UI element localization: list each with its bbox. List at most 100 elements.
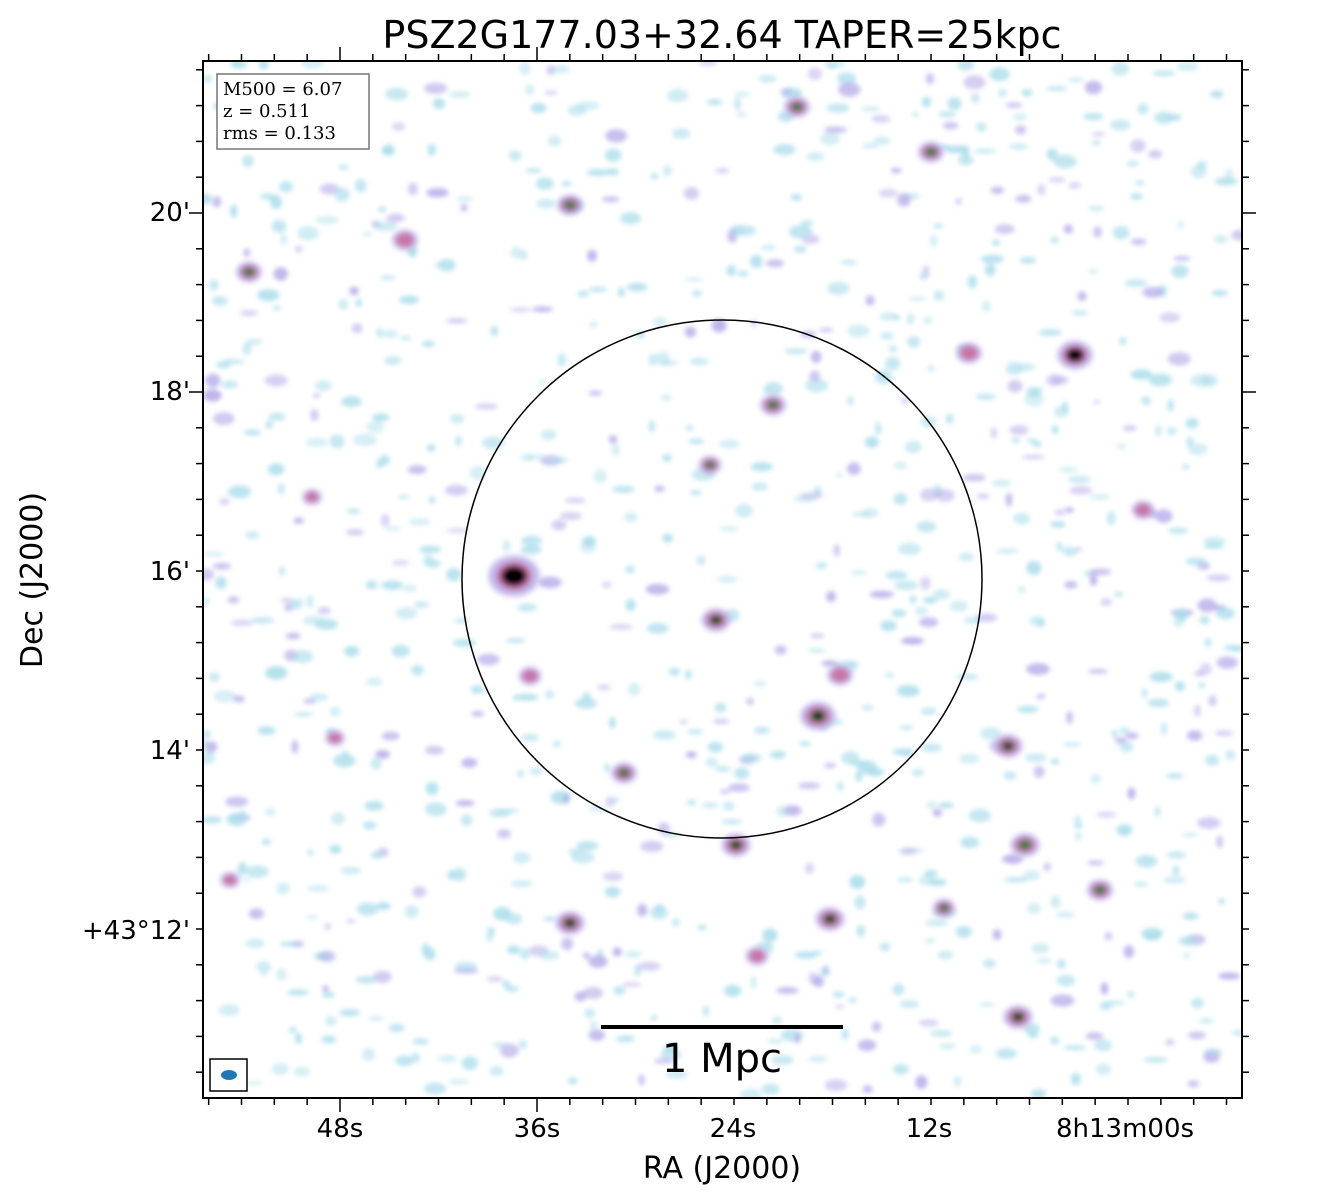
noise-blob: [626, 282, 648, 292]
noise-blob: [1198, 1018, 1214, 1024]
noise-blob: [714, 702, 727, 713]
noise-blob: [1050, 1036, 1060, 1045]
noise-blob: [1194, 671, 1206, 676]
noise-blob: [760, 244, 777, 251]
noise-blob: [892, 1064, 909, 1075]
noise-blob: [615, 1035, 636, 1043]
noise-blob: [716, 575, 738, 584]
noise-blob: [919, 488, 938, 502]
noise-blob: [307, 849, 314, 856]
noise-blob: [827, 281, 850, 295]
noise-blob: [604, 886, 621, 898]
noise-blob: [906, 313, 915, 325]
noise-blob: [1017, 585, 1026, 594]
noise-blob: [1096, 811, 1117, 818]
noise-blob: [353, 433, 378, 446]
noise-blob: [838, 82, 861, 97]
noise-blob: [1148, 373, 1173, 387]
noise-blob: [559, 512, 583, 521]
noise-blob: [412, 886, 427, 898]
noise-blob: [711, 318, 727, 333]
noise-blob: [525, 168, 542, 173]
noise-blob: [890, 167, 902, 174]
noise-blob: [424, 745, 445, 755]
noise-blob: [654, 485, 665, 493]
noise-blob: [294, 245, 303, 253]
noise-blob: [330, 706, 341, 717]
noise-blob: [257, 289, 280, 302]
noise-blob: [1083, 113, 1104, 121]
noise-blob: [836, 472, 843, 478]
noise-blob: [753, 726, 771, 735]
noise-blob: [919, 617, 939, 628]
noise-blob: [790, 193, 803, 201]
noise-blob: [391, 122, 406, 131]
noise-blob: [1218, 898, 1225, 905]
noise-blob: [324, 923, 332, 930]
noise-blob: [1182, 832, 1198, 838]
noise-blob: [507, 945, 520, 955]
noise-blob: [1024, 753, 1047, 763]
noise-blob: [1068, 182, 1082, 189]
noise-blob: [608, 717, 616, 729]
noise-blob: [746, 697, 754, 706]
scale-bar-label: 1 Mpc: [662, 1036, 782, 1082]
noise-blob: [892, 748, 904, 756]
noise-blob: [593, 469, 607, 483]
radio-source: [328, 732, 342, 744]
noise-blob: [1063, 1045, 1087, 1050]
noise-blob: [242, 155, 254, 167]
noise-blob: [530, 103, 547, 113]
noise-blob: [340, 866, 362, 875]
noise-blob: [376, 327, 383, 339]
noise-blob: [426, 444, 436, 452]
noise-blob: [1074, 823, 1083, 829]
radio-source: [767, 400, 779, 410]
x-axis-label: RA (J2000): [643, 1151, 801, 1186]
noise-blob: [362, 821, 377, 830]
noise-blob: [588, 287, 608, 292]
noise-blob: [226, 812, 247, 827]
noise-blob: [608, 435, 618, 444]
noise-blob: [958, 552, 974, 562]
noise-blob: [840, 259, 858, 265]
radio-sources: [220, 96, 1155, 1029]
noise-blob: [1090, 774, 1101, 784]
noise-blob: [452, 638, 477, 647]
noise-blob: [1050, 895, 1061, 909]
noise-blob: [981, 300, 991, 312]
noise-blob: [815, 562, 828, 569]
noise-blob: [1130, 369, 1153, 380]
noise-blob: [1166, 773, 1183, 779]
noise-blob: [1030, 1088, 1046, 1098]
y-tick-labels: 20' 18' 16' 14' +43°12': [82, 198, 190, 946]
noise-blob: [461, 1056, 478, 1070]
noise-blob: [530, 767, 543, 776]
noise-blob: [955, 197, 963, 205]
noise-blob: [427, 143, 436, 156]
noise-blob: [244, 1081, 264, 1086]
noise-blob: [545, 690, 554, 699]
noise-blob: [538, 576, 562, 589]
noise-blob: [329, 434, 345, 449]
noise-blob: [421, 340, 435, 347]
noise-blob: [475, 403, 499, 410]
noise-blob: [1197, 817, 1221, 829]
noise-blob: [487, 976, 503, 982]
noise-blob: [1087, 206, 1105, 211]
noise-blob: [862, 143, 879, 149]
radio-source: [960, 346, 978, 360]
noise-blob: [379, 275, 396, 281]
noise-blob: [351, 323, 363, 334]
noise-blob: [788, 225, 813, 239]
radio-source: [396, 233, 414, 247]
noise-blob: [1023, 1023, 1040, 1034]
noise-blob: [660, 1049, 682, 1060]
noise-blob: [1122, 425, 1137, 431]
noise-blob: [245, 531, 260, 539]
noise-blob: [460, 203, 468, 212]
noise-blob: [1003, 771, 1017, 781]
noise-blob: [1188, 1031, 1206, 1040]
noise-blob: [446, 528, 470, 533]
noise-blob: [663, 165, 672, 177]
